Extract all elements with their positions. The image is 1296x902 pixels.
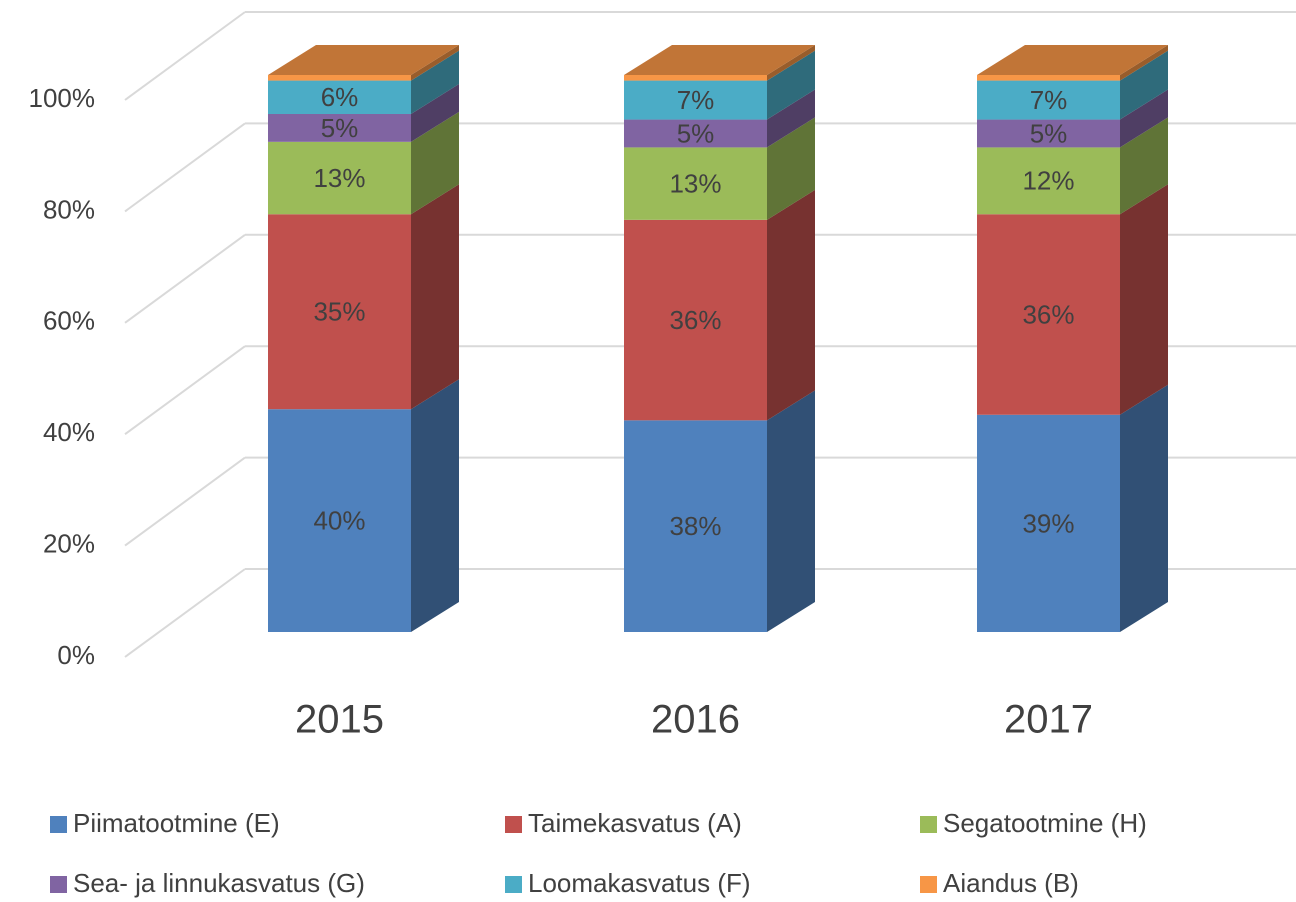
legend-label: Piimatootmine (E) [73, 808, 280, 838]
legend-swatch [50, 816, 67, 833]
bar-segment [624, 219, 767, 421]
bar-top [268, 45, 459, 75]
y-tick-label: 100% [29, 83, 96, 113]
legend-swatch [50, 876, 67, 893]
bar-side [767, 117, 815, 220]
data-label: 7% [1030, 85, 1068, 115]
bar-side [767, 45, 815, 81]
y-tick-label: 60% [43, 306, 95, 336]
x-tick-label: 2016 [651, 698, 740, 742]
bar-segment [624, 75, 767, 81]
legend-swatch [920, 876, 937, 893]
bar-segment [977, 75, 1120, 81]
legend-label: Loomakasvatus (F) [528, 868, 751, 898]
bar-segment [977, 414, 1120, 632]
bar-side [1120, 89, 1168, 148]
bar-side [1120, 50, 1168, 120]
data-label: 36% [1022, 299, 1074, 329]
y-tick-label: 0% [57, 640, 95, 670]
y-tick-label: 40% [43, 417, 95, 447]
bar-side [1120, 117, 1168, 215]
legend-swatch [920, 816, 937, 833]
bar-side [767, 390, 815, 632]
legend-swatch [505, 816, 522, 833]
data-label: 13% [669, 168, 721, 198]
x-tick-label: 2017 [1004, 698, 1093, 742]
bar-side [767, 50, 815, 120]
bar-segment [624, 420, 767, 632]
y-tick-label: 80% [43, 194, 95, 224]
data-label: 35% [313, 297, 365, 327]
bar-side [411, 111, 459, 215]
y-tick-label: 20% [43, 528, 95, 558]
legend-label: Aiandus (B) [943, 868, 1079, 898]
grid-line [124, 122, 246, 213]
data-label: 5% [321, 113, 359, 143]
bar-segment [268, 141, 411, 215]
bar-side [767, 189, 815, 421]
bar-side [411, 184, 459, 410]
data-label: 38% [669, 511, 721, 541]
grid-line [124, 568, 246, 658]
grid-line [124, 456, 246, 547]
data-label: 7% [677, 85, 715, 115]
bar-top [977, 45, 1168, 75]
data-label: 40% [313, 505, 365, 535]
bar-segment [268, 214, 411, 410]
legend-label: Sea- ja linnukasvatus (G) [73, 868, 365, 898]
bar-segment [268, 409, 411, 632]
bar-side [767, 89, 815, 148]
data-label: 5% [677, 118, 715, 148]
bar-segment [977, 119, 1120, 148]
data-label: 39% [1022, 508, 1074, 538]
bar-segment [977, 80, 1120, 120]
bar-side [1120, 45, 1168, 81]
bar-top [624, 45, 815, 75]
bar-side [411, 379, 459, 632]
bar-side [411, 50, 459, 114]
grid-line [124, 233, 246, 324]
bar-side [411, 83, 459, 142]
bar-segment [268, 75, 411, 81]
x-tick-label: 2015 [295, 698, 384, 742]
grid-line [124, 345, 246, 436]
bar-segment [624, 80, 767, 120]
bar-segment [977, 147, 1120, 215]
bar-segment [268, 80, 411, 114]
bar-segment [624, 147, 767, 220]
legend-swatch [505, 876, 522, 893]
legend-label: Taimekasvatus (A) [528, 808, 742, 838]
data-label: 5% [1030, 118, 1068, 148]
data-label: 13% [313, 163, 365, 193]
data-label: 36% [669, 305, 721, 335]
bar-side [411, 45, 459, 81]
bar-segment [624, 119, 767, 148]
bar-segment [268, 113, 411, 142]
grid-line [124, 11, 246, 101]
data-label: 12% [1022, 166, 1074, 196]
bar-side [1120, 184, 1168, 415]
bar-segment [977, 214, 1120, 415]
legend-label: Segatootmine (H) [943, 808, 1147, 838]
data-label: 6% [321, 82, 359, 112]
bar-side [1120, 384, 1168, 632]
